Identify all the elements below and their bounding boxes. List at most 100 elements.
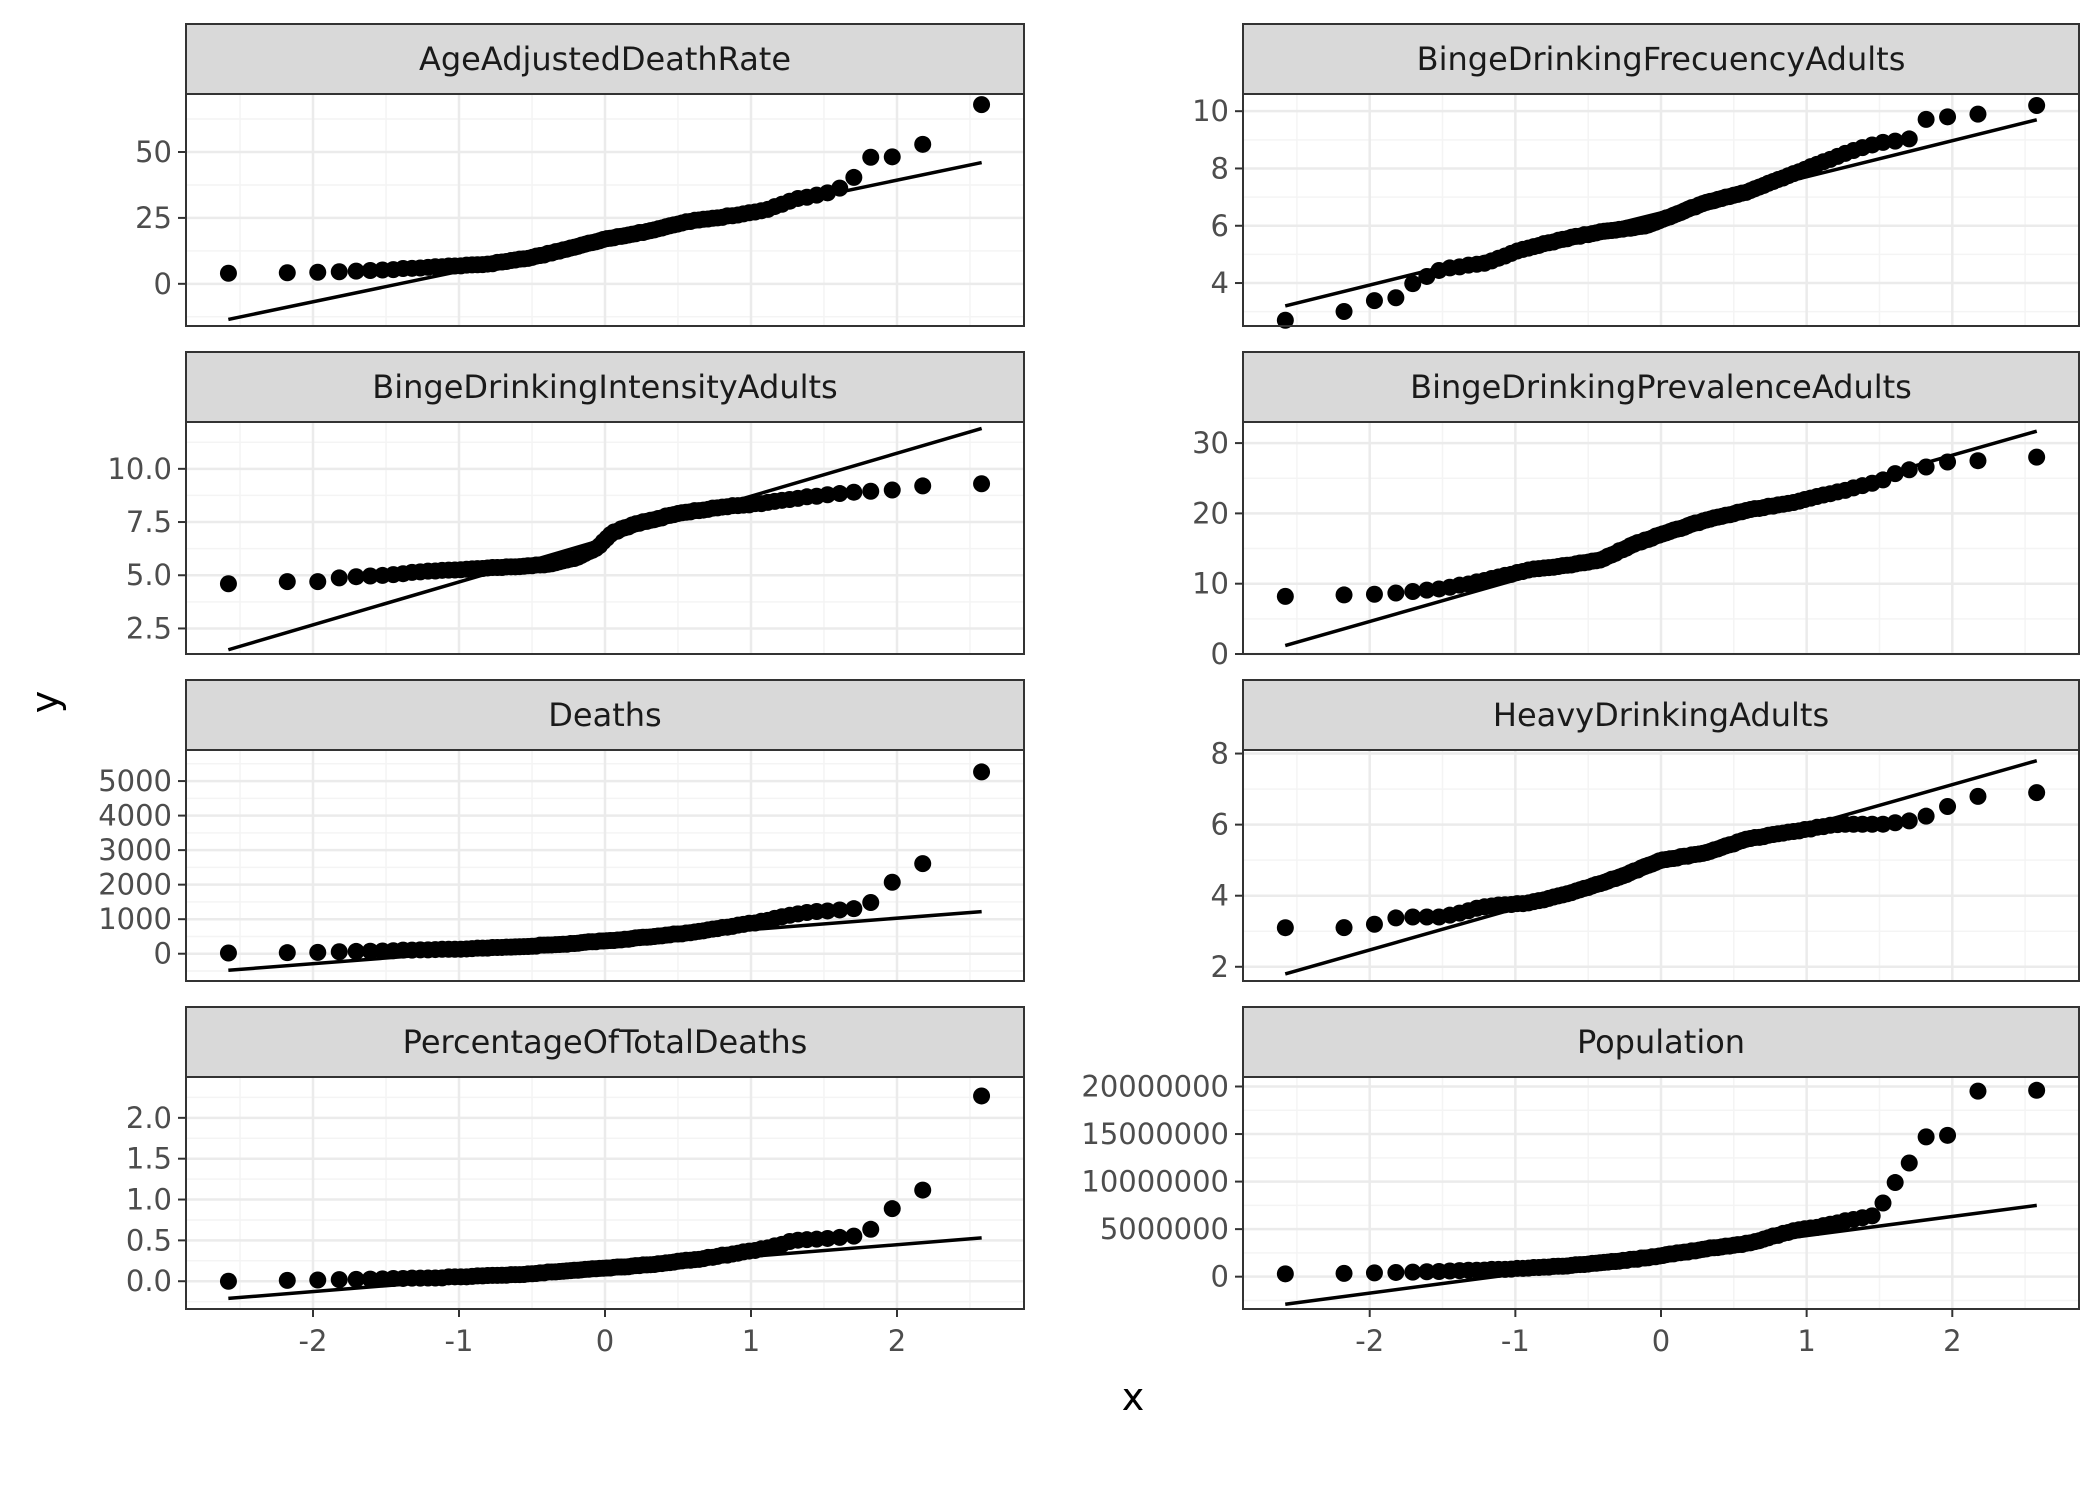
qq-point: [1886, 1174, 1904, 1192]
facet-strip: [1242, 23, 2080, 95]
qq-point: [914, 477, 932, 495]
qq-point: [1387, 1263, 1405, 1281]
y-axis: 4 6 8 10: [1192, 94, 1243, 300]
qq-points: [219, 763, 991, 962]
qq-reference-line: [1284, 429, 2038, 648]
x-axis: -2 -1 0 1 2: [299, 1309, 906, 1358]
facet-strip-label: Deaths: [548, 696, 661, 734]
qq-point: [361, 262, 379, 280]
qq-point: [831, 1228, 849, 1246]
y-axis: 2 4 6 8: [1211, 737, 1243, 984]
qq-point: [219, 1272, 237, 1290]
qq-point: [1969, 1082, 1987, 1100]
y-tick-label: 6: [1211, 808, 1229, 842]
x-tick-label: -2: [299, 1324, 328, 1358]
y-tick-label: 5000: [98, 764, 172, 798]
qq-point: [973, 475, 991, 493]
y-tick-label: 0: [154, 267, 172, 301]
qq-point: [1418, 581, 1436, 599]
qq-point: [347, 942, 365, 960]
qq-point: [914, 135, 932, 153]
panel-gridlines: [186, 94, 1024, 326]
qq-point: [819, 1229, 837, 1247]
qq-point: [1387, 584, 1405, 602]
facet-strip-label: BingeDrinkingPrevalenceAdults: [1410, 368, 1912, 406]
qq-reference-line: [228, 909, 982, 973]
qq-point: [1404, 1263, 1422, 1281]
qq-point: [309, 263, 327, 281]
facet-strip-label: PercentageOfTotalDeaths: [403, 1023, 808, 1061]
qq-point: [361, 1270, 379, 1288]
qq-point: [845, 168, 863, 186]
y-tick-label: 30: [1192, 426, 1229, 460]
qq-point: [819, 902, 837, 920]
qq-reference-line: [1285, 1203, 2037, 1306]
qq-point: [1418, 908, 1436, 926]
qq-point: [2028, 784, 2046, 802]
qq-point: [278, 944, 296, 962]
qq-point: [1387, 289, 1405, 307]
x-tick-label: 1: [742, 1324, 760, 1358]
qq-point: [330, 943, 348, 961]
qq-point: [831, 485, 849, 503]
facet-strip: [1242, 351, 2080, 423]
qq-point: [1900, 812, 1918, 830]
y-tick-label: 0.0: [126, 1264, 172, 1298]
qq-point: [219, 264, 237, 282]
x-tick-label: -2: [1355, 1324, 1384, 1358]
y-tick-label: 7.5: [126, 505, 172, 539]
qq-point: [1365, 915, 1383, 933]
facet-panel: PercentageOfTotalDeaths 0.0 0.5 1.0 1.5 2.0: [126, 1006, 1025, 1310]
qq-point: [330, 569, 348, 587]
x-tick-label: 0: [1652, 1324, 1670, 1358]
y-axis-title: y: [23, 691, 67, 714]
qq-point: [330, 263, 348, 281]
y-tick-label: 0: [154, 937, 172, 971]
y-axis: 0.0 0.5 1.0 1.5 2.0: [126, 1101, 186, 1298]
qq-point: [1900, 130, 1918, 148]
qq-point: [1335, 919, 1353, 937]
qq-point: [219, 944, 237, 962]
qq-point: [831, 901, 849, 919]
qq-points: [1276, 96, 2046, 329]
qq-point: [1418, 1263, 1436, 1281]
y-tick-label: 2000: [98, 868, 172, 902]
qq-point: [914, 1181, 932, 1199]
y-tick-label: 1.0: [126, 1183, 172, 1217]
facet-strip-label: AgeAdjustedDeathRate: [419, 40, 791, 78]
qq-point: [1886, 814, 1904, 832]
qq-point: [1404, 275, 1422, 293]
qq-point: [1917, 807, 1935, 825]
y-tick-label: 8: [1211, 151, 1229, 185]
facet-panel: BingeDrinkingPrevalenceAdults 0 10 20 30: [1192, 351, 2080, 671]
qq-point: [1874, 1194, 1892, 1212]
x-tick-label: -1: [1501, 1324, 1530, 1358]
qq-point: [347, 1270, 365, 1288]
qq-point: [883, 148, 901, 166]
qq-point: [883, 873, 901, 891]
qq-point: [1863, 1207, 1881, 1225]
qq-point: [278, 573, 296, 591]
facet-strip-label: Population: [1577, 1023, 1745, 1061]
y-tick-label: 6: [1211, 209, 1229, 243]
qq-point: [1886, 132, 1904, 150]
y-tick-label: 10000000: [1081, 1165, 1229, 1199]
qq-point: [862, 894, 880, 912]
y-axis: 2.5 5.0 7.5 10.0: [107, 452, 186, 645]
qq-point: [1365, 292, 1383, 310]
facet-strip-label: BingeDrinkingFrecuencyAdults: [1417, 40, 1906, 78]
qq-point: [1335, 302, 1353, 320]
facet-strip: [1242, 1006, 2080, 1078]
qq-point: [2028, 448, 2046, 466]
qq-point: [361, 942, 379, 960]
qq-point: [819, 486, 837, 504]
qq-point: [2028, 1081, 2046, 1099]
facet-strip: [1242, 679, 2080, 751]
panel-gridlines: [1243, 750, 2079, 981]
x-axis-title: x: [1122, 1375, 1145, 1419]
qq-point: [883, 481, 901, 499]
y-tick-label: 4: [1211, 879, 1229, 913]
qq-point: [2028, 96, 2046, 114]
y-tick-label: 50: [135, 135, 172, 169]
